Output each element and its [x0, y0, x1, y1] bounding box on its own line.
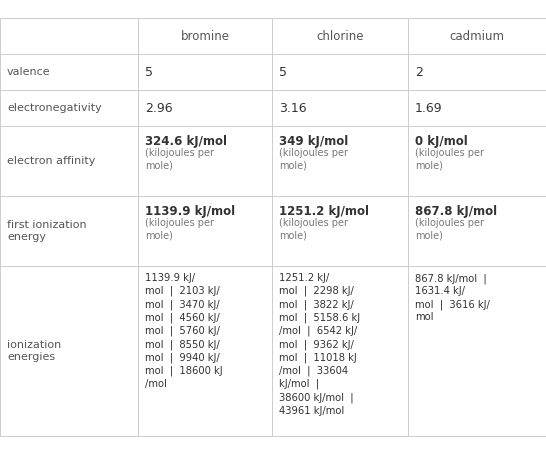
- Text: 324.6 kJ/mol: 324.6 kJ/mol: [145, 135, 227, 148]
- Text: chlorine: chlorine: [316, 30, 364, 43]
- Text: 5: 5: [145, 65, 153, 79]
- Text: 867.8 kJ/mol  |
1631.4 kJ/
mol  |  3616 kJ/
mol: 867.8 kJ/mol | 1631.4 kJ/ mol | 3616 kJ/…: [415, 273, 490, 322]
- Text: (kilojoules per
mole): (kilojoules per mole): [415, 218, 484, 241]
- Text: 1139.9 kJ/
mol  |  2103 kJ/
mol  |  3470 kJ/
mol  |  4560 kJ/
mol  |  5760 kJ/
m: 1139.9 kJ/ mol | 2103 kJ/ mol | 3470 kJ/…: [145, 273, 223, 389]
- Text: electron affinity: electron affinity: [7, 156, 96, 166]
- Text: 1251.2 kJ/
mol  |  2298 kJ/
mol  |  3822 kJ/
mol  |  5158.6 kJ
/mol  |  6542 kJ/: 1251.2 kJ/ mol | 2298 kJ/ mol | 3822 kJ/…: [279, 273, 360, 415]
- Text: ionization
energies: ionization energies: [7, 340, 61, 362]
- Text: 349 kJ/mol: 349 kJ/mol: [279, 135, 348, 148]
- Text: bromine: bromine: [181, 30, 229, 43]
- Text: 0 kJ/mol: 0 kJ/mol: [415, 135, 468, 148]
- Text: 2.96: 2.96: [145, 102, 173, 114]
- Text: (kilojoules per
mole): (kilojoules per mole): [145, 218, 214, 241]
- Text: electronegativity: electronegativity: [7, 103, 102, 113]
- Text: 867.8 kJ/mol: 867.8 kJ/mol: [415, 205, 497, 218]
- Text: first ionization
energy: first ionization energy: [7, 220, 87, 242]
- Text: cadmium: cadmium: [449, 30, 505, 43]
- Text: (kilojoules per
mole): (kilojoules per mole): [415, 148, 484, 170]
- Text: (kilojoules per
mole): (kilojoules per mole): [279, 148, 348, 170]
- Text: (kilojoules per
mole): (kilojoules per mole): [145, 148, 214, 170]
- Text: 1.69: 1.69: [415, 102, 443, 114]
- Text: 2: 2: [415, 65, 423, 79]
- Text: (kilojoules per
mole): (kilojoules per mole): [279, 218, 348, 241]
- Text: 3.16: 3.16: [279, 102, 307, 114]
- Text: 1251.2 kJ/mol: 1251.2 kJ/mol: [279, 205, 369, 218]
- Text: 1139.9 kJ/mol: 1139.9 kJ/mol: [145, 205, 235, 218]
- Text: 5: 5: [279, 65, 287, 79]
- Text: valence: valence: [7, 67, 51, 77]
